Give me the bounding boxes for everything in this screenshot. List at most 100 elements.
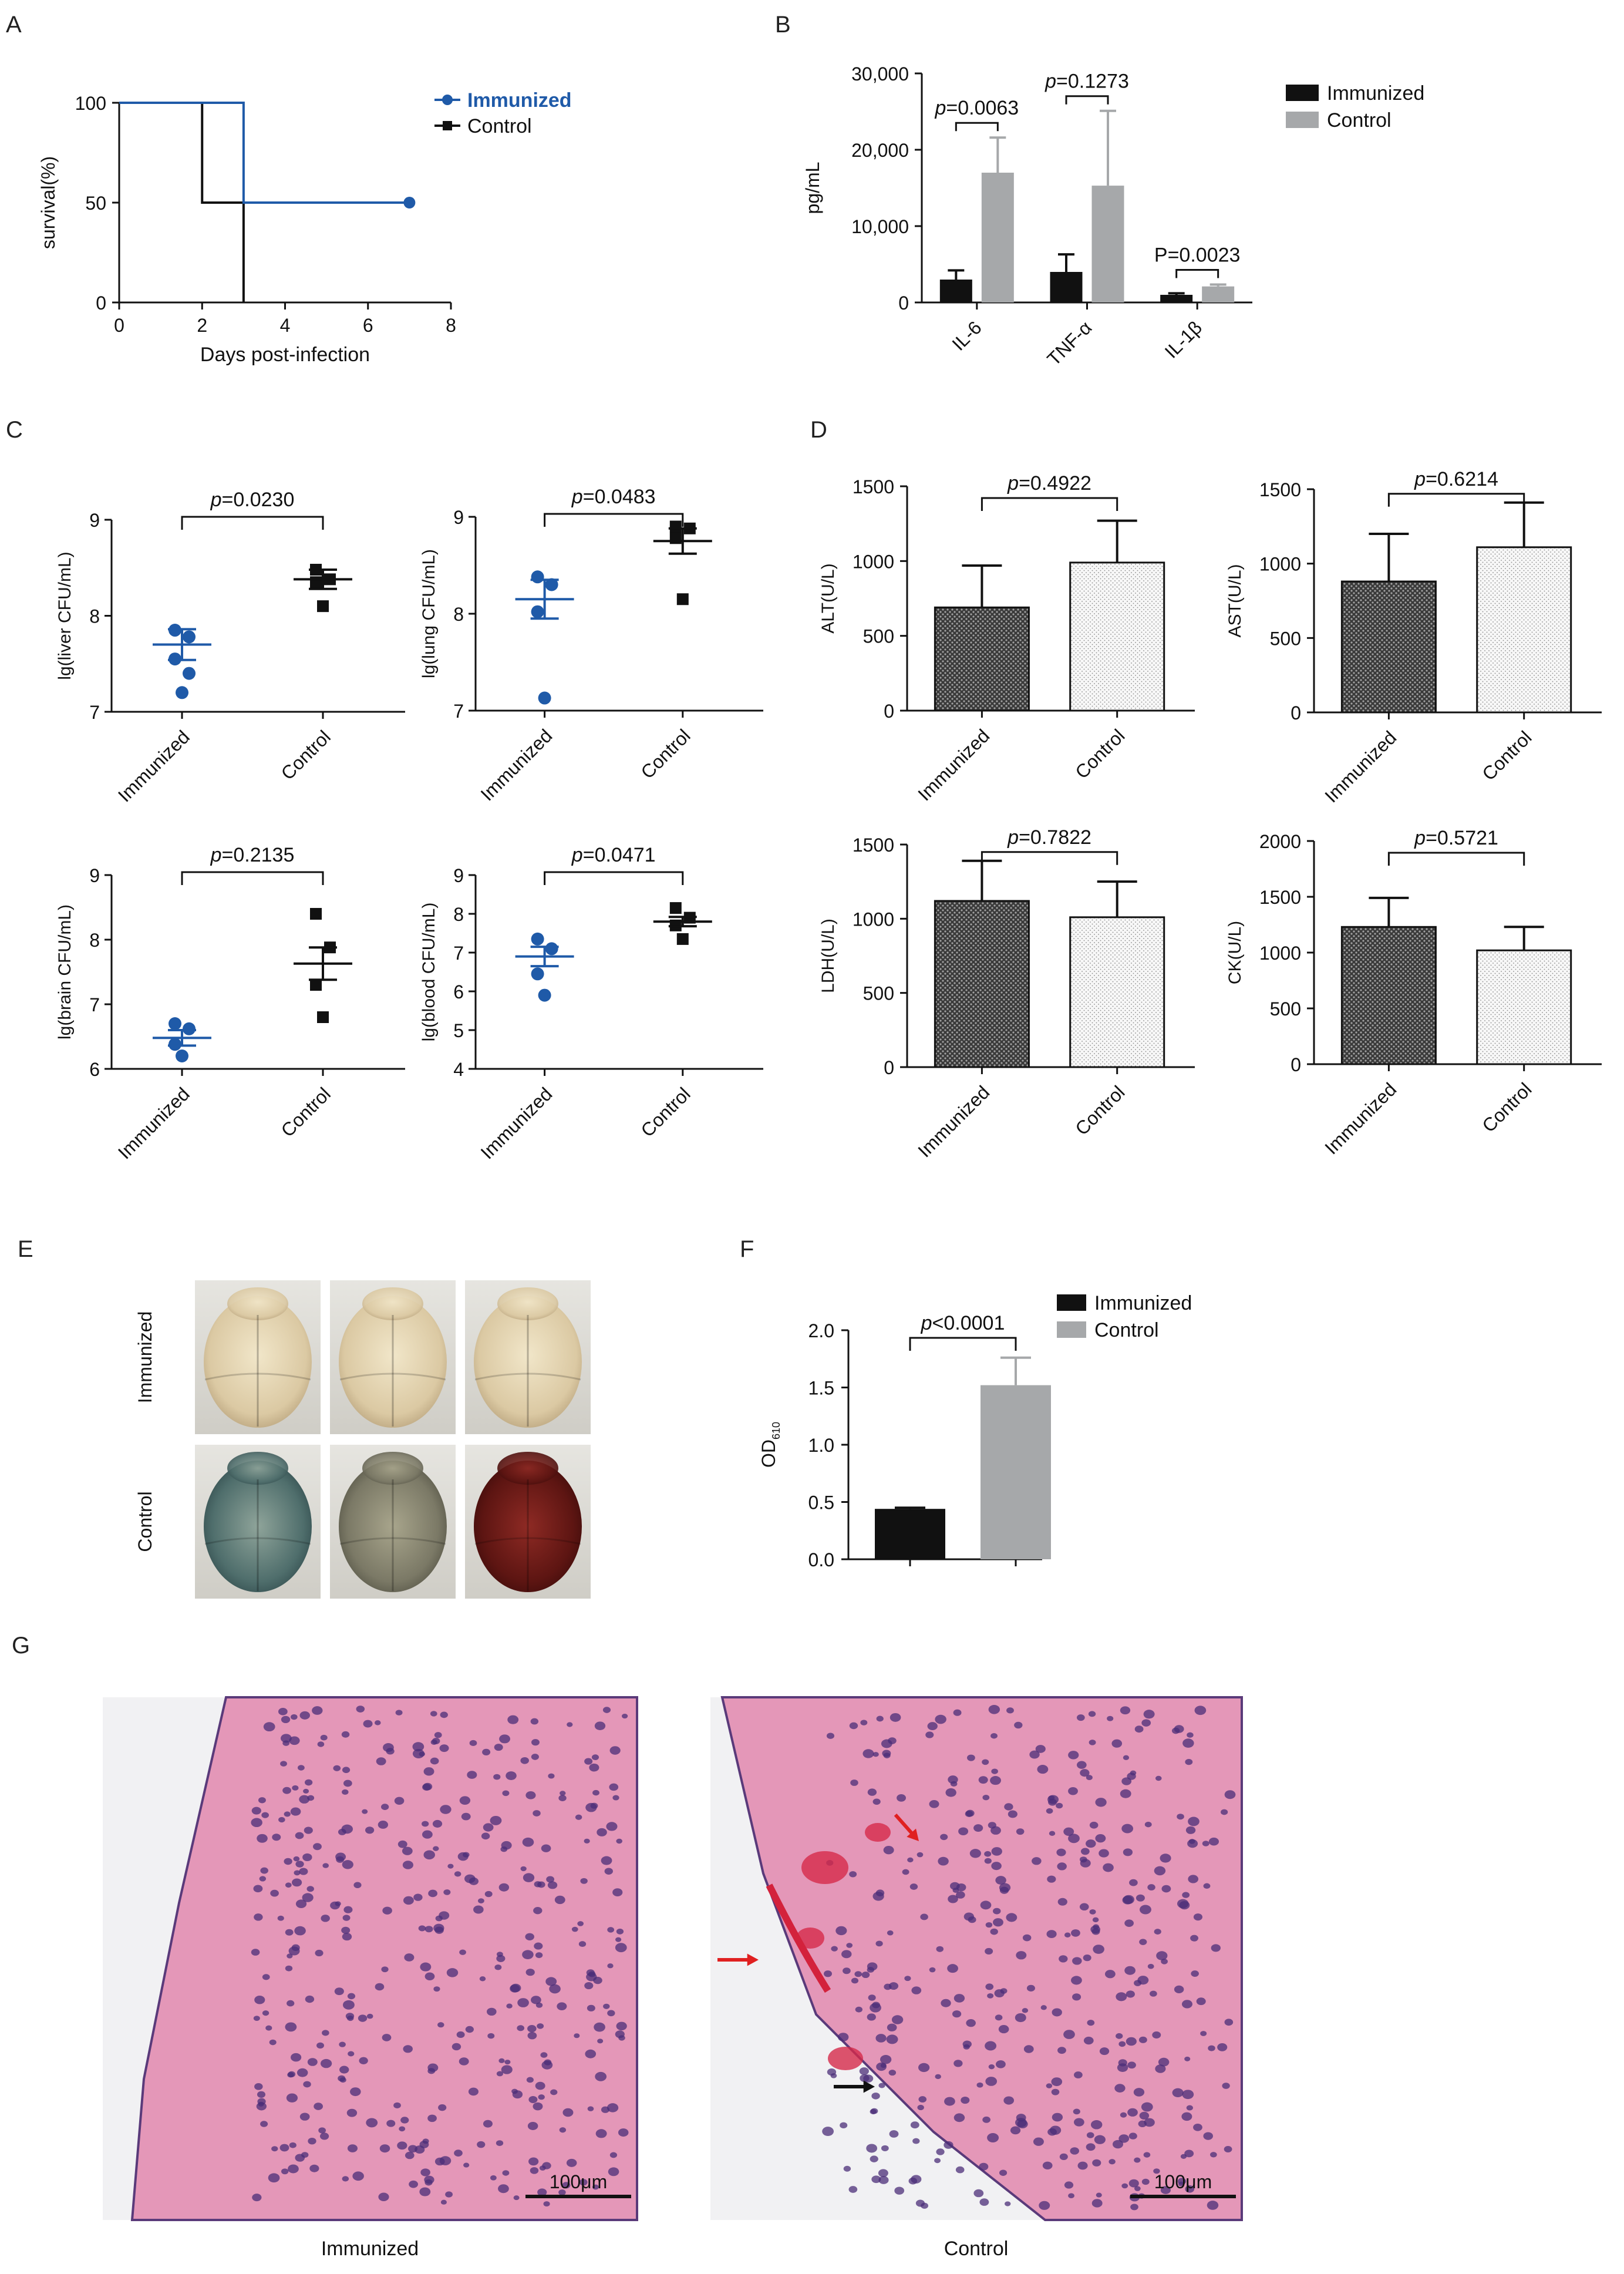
- survival-end-marker: [403, 197, 416, 208]
- nucleus: [826, 1733, 835, 1739]
- nucleus: [1118, 2041, 1126, 2047]
- nucleus: [995, 2014, 1003, 2021]
- nucleus: [604, 1868, 613, 1875]
- y-tick-label: 0: [1291, 1054, 1301, 1075]
- nucleus: [1127, 2061, 1136, 2069]
- nucleus: [454, 1871, 461, 1877]
- nucleus: [867, 1788, 877, 1796]
- y-tick-label: 500: [1270, 628, 1301, 649]
- x-tick-label: TNF-α: [1043, 317, 1096, 369]
- nucleus: [1076, 1761, 1087, 1769]
- legend-label: Control: [467, 115, 532, 137]
- brain-olfactory: [227, 1452, 288, 1485]
- nucleus: [1138, 2036, 1147, 2043]
- nucleus: [941, 1999, 951, 2007]
- nucleus: [612, 1888, 623, 1897]
- nucleus: [1123, 1895, 1135, 1905]
- nucleus: [1118, 2059, 1127, 2067]
- data-point: [183, 630, 196, 644]
- nucleus: [1207, 2201, 1219, 2210]
- brain-fold: [204, 1373, 311, 1381]
- nucleus: [433, 1986, 440, 1992]
- nucleus: [305, 1995, 315, 2003]
- nucleus: [1107, 1715, 1114, 1721]
- nucleus: [841, 1950, 852, 1959]
- p-value-label: p=0.1273: [1045, 70, 1129, 93]
- nucleus: [257, 1834, 268, 1843]
- nucleus: [1080, 1769, 1090, 1777]
- nucleus: [289, 1736, 300, 1745]
- nucleus: [1016, 1828, 1025, 1835]
- nucleus: [1160, 1853, 1171, 1863]
- nucleus: [504, 2060, 511, 2065]
- data-point: [169, 1017, 181, 1030]
- nucleus: [1092, 2159, 1101, 2167]
- nucleus: [430, 1711, 437, 1717]
- y-axis-label: OD610: [758, 1422, 782, 1468]
- nucleus: [1128, 2132, 1137, 2140]
- nucleus: [501, 2065, 513, 2074]
- nucleus: [467, 1771, 477, 1779]
- nucleus: [262, 1974, 270, 1980]
- nucleus: [525, 1969, 535, 1976]
- bar-immunized: [875, 1509, 945, 1559]
- significance-bracket: [909, 1337, 1017, 1351]
- brain-photo: [465, 1445, 591, 1599]
- nucleus: [297, 1765, 305, 1771]
- p-value-label: p=0.5721: [1414, 827, 1498, 849]
- nucleus: [405, 2151, 415, 2159]
- nucleus: [1086, 2143, 1096, 2151]
- nucleus: [980, 1900, 992, 1910]
- nucleus: [1037, 1765, 1049, 1774]
- data-point: [183, 1022, 196, 1035]
- nucleus: [560, 1791, 566, 1796]
- x-tick-label: 6: [363, 315, 373, 336]
- nucleus: [1026, 1984, 1035, 1992]
- nucleus: [304, 1826, 313, 1834]
- nucleus: [356, 1706, 365, 1713]
- nucleus: [493, 1774, 501, 1780]
- nucleus: [339, 2041, 346, 2047]
- nucleus: [1194, 1706, 1207, 1715]
- nucleus: [294, 1870, 301, 1876]
- nucleus: [973, 1824, 983, 1832]
- nucleus: [343, 1906, 353, 1913]
- nucleus: [423, 1850, 435, 1860]
- nucleus: [867, 1962, 878, 1971]
- nucleus: [956, 1891, 965, 1899]
- data-point: [669, 520, 682, 533]
- nucleus: [263, 1722, 275, 1732]
- nucleus: [299, 1868, 308, 1875]
- brain-fold: [474, 1373, 581, 1381]
- nucleus: [538, 2094, 545, 2100]
- nucleus: [912, 2138, 920, 2144]
- nucleus: [288, 2071, 296, 2078]
- y-axis-label: AST(U/L): [1225, 564, 1245, 637]
- nucleus: [1046, 1808, 1053, 1814]
- panel-f: F 0.0 0.5 1.0 1.5 2.0 OD610 p<0.0001 Immunized Co…: [740, 1236, 1192, 1570]
- nucleus: [1099, 1849, 1109, 1858]
- y-axis-label: LDH(U/L): [818, 919, 838, 993]
- nucleus: [295, 1899, 307, 1909]
- nucleus: [585, 2049, 597, 2058]
- nucleus: [317, 1741, 325, 1747]
- nucleus: [365, 1826, 375, 1834]
- nucleus: [528, 2096, 538, 2104]
- x-tick-label: Immunized: [114, 726, 194, 806]
- nucleus: [876, 2062, 887, 2071]
- panel-letter: C: [6, 417, 23, 443]
- p-value-label: p=0.2135: [210, 844, 295, 866]
- y-tick-label: 1000: [1259, 943, 1301, 964]
- p-value-label: p=0.0230: [210, 489, 295, 511]
- nucleus: [911, 2175, 922, 2184]
- nucleus: [494, 1744, 503, 1751]
- nucleus: [307, 1795, 315, 1801]
- y-tick-label: 0.0: [808, 1549, 834, 1570]
- nucleus: [534, 1881, 542, 1888]
- nucleus: [1141, 1719, 1151, 1727]
- nucleus: [1187, 1839, 1198, 1848]
- nucleus: [432, 1819, 443, 1828]
- nucleus: [445, 2191, 453, 2198]
- y-axis-label: ALT(U/L): [818, 563, 838, 633]
- meninges-edge: [130, 1696, 638, 2221]
